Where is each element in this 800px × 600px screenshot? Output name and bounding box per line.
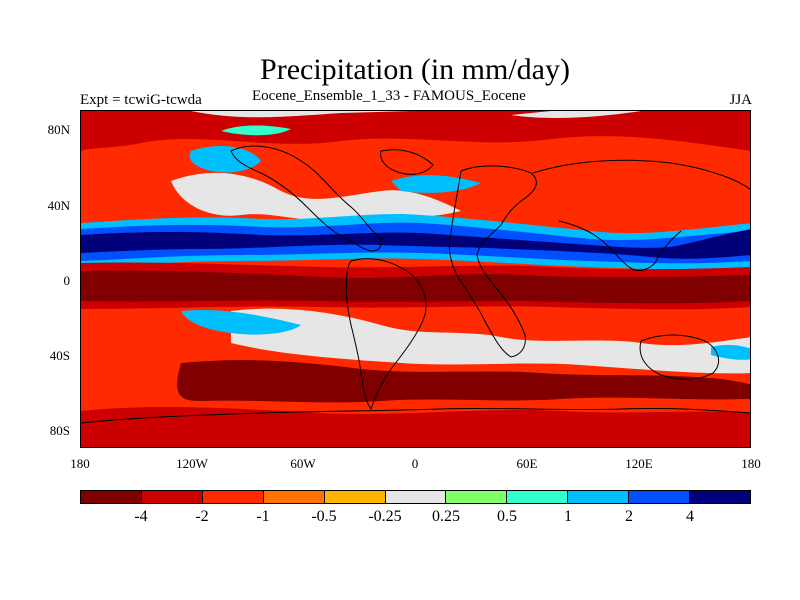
colorbar-cell [385, 491, 447, 503]
band-north-polar [81, 111, 750, 151]
colorbar-label: 1 [564, 508, 572, 525]
colorbar-cell [202, 491, 264, 503]
coast-antarctica [81, 407, 750, 424]
lon-label-60e: 60E [516, 456, 538, 471]
coast-south-america [345, 258, 427, 411]
colorbar-cell [507, 491, 569, 503]
band-south-storm [177, 360, 750, 403]
colorbar-cell [629, 491, 691, 503]
lat-label-80s: 80S [49, 423, 70, 438]
colorbar [80, 490, 751, 504]
lat-label-80n: 80N [47, 122, 70, 137]
coast-australia [639, 334, 720, 380]
band-na-dry [171, 172, 461, 222]
band-north-dry [191, 111, 641, 118]
lon-label-180w: 180 [70, 456, 90, 471]
colorbar-label: 2 [625, 508, 633, 525]
colorbar-label: -2 [195, 508, 209, 525]
lon-label-0: 0 [411, 456, 419, 471]
colorbar-label: 4 [686, 508, 694, 525]
lon-label-60w: 60W [290, 456, 316, 471]
coast-europe-africa [448, 165, 537, 358]
band-arctic-wet [221, 125, 291, 136]
coastlines [81, 145, 750, 424]
lat-label-0: 0 [63, 273, 71, 288]
colorbar-cell [446, 491, 508, 503]
colorbar-label: -0.5 [311, 508, 337, 525]
season-label: JJA [729, 92, 752, 108]
colorbar-cell [141, 491, 203, 503]
map-canvas [81, 111, 750, 447]
band-equatorial-dry [81, 270, 750, 304]
ensemble-label: Eocene_Ensemble_1_33 - FAMOUS_Eocene [252, 88, 526, 104]
colorbar-cell [324, 491, 386, 503]
colorbar-label: -4 [134, 508, 148, 525]
band-south-polar [81, 407, 750, 447]
chart-title: Precipitation (in mm/day) [260, 53, 570, 86]
colorbar-cell [81, 491, 142, 503]
precipitation-map [80, 110, 751, 448]
band-itcz-core [81, 229, 750, 259]
colorbar-cell [263, 491, 325, 503]
lat-label-40s: 40S [49, 348, 70, 363]
colorbar-label: -1 [256, 508, 270, 525]
lon-label-120w: 120W [176, 456, 208, 471]
band-south-wet [181, 309, 750, 360]
colorbar-cell [690, 491, 750, 503]
lon-label-180e: 180 [741, 456, 761, 471]
coast-asia [532, 159, 750, 271]
band-south-dry [231, 308, 750, 374]
coast-greenland [380, 149, 434, 175]
coast-north-america [230, 145, 382, 252]
colorbar-label: 0.5 [497, 508, 517, 525]
colorbar-label: 0.25 [432, 508, 460, 525]
colorbar-cell [568, 491, 630, 503]
lat-label-40n: 40N [47, 198, 70, 213]
colorbar-label: -0.25 [368, 508, 402, 525]
band-na-wet [189, 146, 481, 193]
experiment-label: Expt = tcwiG-tcwda [80, 92, 202, 108]
lon-label-120e: 120E [625, 456, 653, 471]
